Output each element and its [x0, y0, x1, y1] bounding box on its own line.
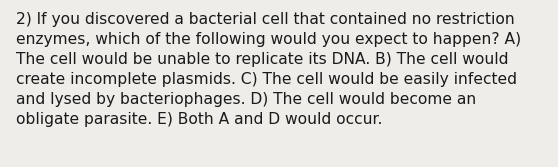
Text: 2) If you discovered a bacterial cell that contained no restriction
enzymes, whi: 2) If you discovered a bacterial cell th…	[16, 12, 521, 127]
